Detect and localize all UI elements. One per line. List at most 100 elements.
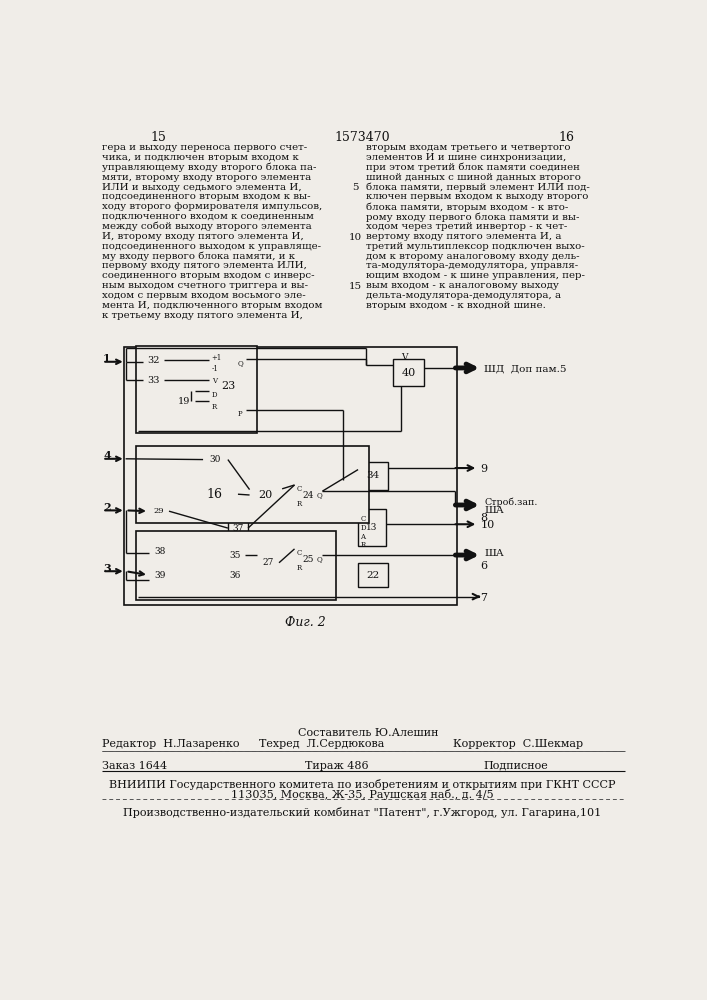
Text: вторым входом - к входной шине.: вторым входом - к входной шине. (366, 301, 546, 310)
Text: 38: 38 (154, 547, 165, 556)
Text: C: C (297, 549, 302, 557)
Text: D: D (211, 391, 217, 399)
Text: к третьему входу пятого элемента И,: к третьему входу пятого элемента И, (103, 311, 303, 320)
Bar (228, 520, 248, 536)
Text: C: C (361, 515, 366, 523)
Text: гера и выходу переноса первого счет-: гера и выходу переноса первого счет- (103, 143, 308, 152)
Bar (250, 480, 282, 510)
Text: та-модулятора-демодулятора, управля-: та-модулятора-демодулятора, управля- (366, 261, 578, 270)
Text: 40: 40 (402, 368, 416, 378)
Bar (149, 567, 170, 584)
Text: И, второму входу пятого элемента И,: И, второму входу пятого элемента И, (103, 232, 304, 241)
Text: 7: 7 (481, 593, 488, 603)
Text: Q: Q (237, 359, 243, 367)
Text: 35: 35 (229, 551, 240, 560)
Text: 113035, Москва, Ж-35, Раушская наб., д. 4/5: 113035, Москва, Ж-35, Раушская наб., д. … (230, 789, 493, 800)
Text: 6: 6 (481, 561, 488, 571)
Text: 16: 16 (559, 131, 575, 144)
Text: мента И, подключенного вторым входом: мента И, подключенного вторым входом (103, 301, 323, 310)
Bar (136, 531, 337, 600)
Text: V: V (402, 353, 408, 362)
Text: 37: 37 (233, 524, 244, 533)
Bar (225, 568, 245, 584)
Text: блока памяти, первый элемент ИЛИ под-: блока памяти, первый элемент ИЛИ под- (366, 183, 590, 192)
Text: 22: 22 (366, 571, 380, 580)
Text: ШД  Доп пам.5: ШД Доп пам.5 (484, 364, 567, 373)
Text: 1573470: 1573470 (334, 131, 390, 144)
Text: подсоединенного выходом к управляще-: подсоединенного выходом к управляще- (103, 242, 322, 251)
Text: ВНИИПИ Государственного комитета по изобретениям и открытиям при ГКНТ СССР: ВНИИПИ Государственного комитета по изоб… (109, 779, 615, 790)
Text: ИЛИ и выходу седьмого элемента И,: ИЛИ и выходу седьмого элемента И, (103, 183, 302, 192)
Text: ША: ША (484, 506, 504, 515)
Text: 2: 2 (103, 502, 111, 513)
Bar (295, 477, 322, 514)
Text: 27: 27 (262, 558, 274, 567)
Text: ным выходом счетного триггера и вы-: ным выходом счетного триггера и вы- (103, 281, 308, 290)
Text: D: D (361, 524, 366, 532)
Text: ходом через третий инвертор - к чет-: ходом через третий инвертор - к чет- (366, 222, 567, 231)
Text: V: V (211, 377, 216, 385)
Text: 29: 29 (153, 507, 164, 515)
Text: 15: 15 (150, 131, 166, 144)
Bar (149, 544, 170, 560)
Bar (358, 563, 387, 587)
Text: ключен первым входом к выходу второго: ключен первым входом к выходу второго (366, 192, 588, 201)
Text: 34: 34 (366, 471, 380, 480)
Bar (136, 346, 257, 433)
Text: Редактор  Н.Лазаренко: Редактор Н.Лазаренко (103, 739, 240, 749)
Text: 33: 33 (147, 376, 160, 385)
Text: 8: 8 (481, 513, 488, 523)
Text: подключенного входом к соединенным: подключенного входом к соединенным (103, 212, 314, 221)
Text: 16: 16 (206, 488, 223, 501)
Text: 15: 15 (349, 282, 361, 291)
Text: подсоединенного вторым входом к вы-: подсоединенного вторым входом к вы- (103, 192, 311, 201)
Text: 5: 5 (351, 183, 358, 192)
Text: C: C (297, 485, 302, 493)
Text: Q: Q (316, 491, 322, 499)
Bar (209, 348, 247, 425)
Text: R: R (211, 403, 217, 411)
Text: -1: -1 (211, 365, 218, 373)
Text: 10: 10 (349, 233, 361, 242)
Text: 4: 4 (103, 450, 111, 461)
Text: 24: 24 (303, 491, 314, 500)
Text: 3: 3 (103, 563, 111, 574)
Text: A: A (361, 533, 366, 541)
Text: вторым входам третьего и четвертого: вторым входам третьего и четвертого (366, 143, 571, 152)
Bar (295, 541, 322, 578)
Text: при этом третий блок памяти соединен: при этом третий блок памяти соединен (366, 163, 580, 172)
Text: Заказ 1644: Заказ 1644 (103, 761, 168, 771)
Bar (257, 547, 279, 578)
Text: управляющему входу второго блока па-: управляющему входу второго блока па- (103, 163, 317, 172)
Bar (149, 505, 169, 517)
Bar (143, 351, 164, 369)
Text: между собой выходу второго элемента: между собой выходу второго элемента (103, 222, 312, 231)
Bar (136, 446, 369, 523)
Bar (393, 359, 424, 386)
Text: +1: +1 (211, 354, 222, 362)
Text: 36: 36 (229, 571, 240, 580)
Text: ющим входом - к шине управления, пер-: ющим входом - к шине управления, пер- (366, 271, 585, 280)
Bar (124, 347, 457, 605)
Bar (358, 509, 386, 546)
Text: 20: 20 (259, 490, 273, 500)
Text: блока памяти, вторым входом - к вто-: блока памяти, вторым входом - к вто- (366, 202, 568, 212)
Text: вым входом - к аналоговому выходу: вым входом - к аналоговому выходу (366, 281, 559, 290)
Text: 25: 25 (303, 555, 314, 564)
Text: Строб.зап.: Строб.зап. (484, 497, 538, 507)
Text: вертому входу пятого элемента И, а: вертому входу пятого элемента И, а (366, 232, 561, 241)
Text: 23: 23 (221, 381, 235, 391)
Text: R: R (297, 500, 302, 508)
Text: 39: 39 (154, 571, 165, 580)
Text: P: P (237, 410, 242, 418)
Text: Подписное: Подписное (484, 761, 549, 771)
Text: Составитель Ю.Алешин: Составитель Ю.Алешин (298, 728, 438, 738)
Text: 1: 1 (103, 353, 111, 364)
Bar (174, 393, 194, 410)
Text: му входу первого блока памяти, и к: му входу первого блока памяти, и к (103, 252, 296, 261)
Text: соединенного вторым входом с инверс-: соединенного вторым входом с инверс- (103, 271, 315, 280)
Bar (225, 547, 245, 563)
Text: 10: 10 (481, 520, 495, 530)
Text: рому входу первого блока памяти и вы-: рому входу первого блока памяти и вы- (366, 212, 579, 222)
Text: ходом с первым входом восьмого эле-: ходом с первым входом восьмого эле- (103, 291, 306, 300)
